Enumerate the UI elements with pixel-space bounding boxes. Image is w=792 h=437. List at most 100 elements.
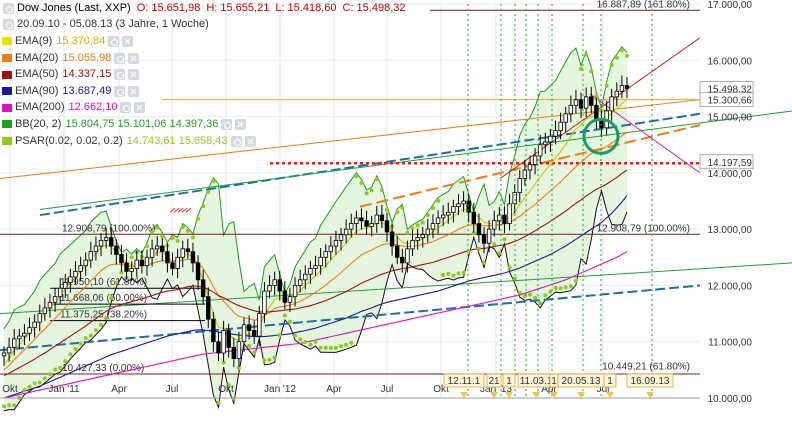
psar-dot [145, 244, 149, 249]
indicator-remove-icon[interactable] [134, 102, 146, 114]
candle-body [343, 228, 349, 236]
psar-dot [83, 336, 88, 341]
candle-body [216, 341, 221, 354]
event-markers[interactable]: 12.11.1 21 1 11.03.11 20.05.13 1 16.09.13 [443, 373, 674, 398]
candle-body [165, 251, 170, 264]
event-marker[interactable]: 21 [486, 373, 502, 398]
candle-body [83, 259, 88, 267]
event-marker-box [443, 373, 485, 388]
psar-dot [507, 265, 512, 270]
indicator-settings-icon[interactable] [108, 35, 120, 47]
candle-body [47, 301, 53, 309]
indicator-row: EMA(20) 15.055,98 [0, 50, 406, 67]
low-value: L: 15.418,60 [275, 1, 337, 14]
indicator-remove-icon[interactable] [244, 135, 256, 147]
candle-body [532, 155, 538, 165]
psar-dot [293, 333, 298, 338]
candle-body [619, 85, 625, 92]
candle-body [578, 99, 584, 109]
settings-icon[interactable] [3, 2, 14, 14]
event-marker[interactable]: 1 [502, 373, 516, 398]
psar-dot [558, 286, 563, 291]
candle-body [389, 231, 395, 247]
indicator-value: 14.743,61 15.658,43 [126, 134, 228, 147]
period-settings-icon[interactable] [3, 19, 14, 31]
candle-body [221, 330, 226, 354]
indicator-swatch [2, 137, 12, 146]
fib-label: 12.908,79 (100.00%) [597, 223, 690, 234]
psar-dot [37, 380, 42, 385]
candle-body [73, 270, 78, 278]
psar-dot [446, 271, 451, 276]
candle-body [17, 335, 22, 340]
psar-dot [410, 226, 415, 231]
event-marker[interactable]: 16.09.13 [626, 373, 674, 398]
psar-dot [53, 367, 58, 372]
candle-body [282, 290, 288, 303]
candle-body [272, 279, 277, 286]
indicator-label: PSAR(0.02, 0.02, 0.2) [15, 134, 123, 147]
psar-dot [594, 94, 599, 99]
psar-dot [226, 383, 231, 388]
indicator-settings-icon[interactable] [221, 118, 233, 130]
indicator-remove-icon[interactable] [128, 69, 140, 81]
candle-body [583, 96, 589, 109]
candle-body [180, 248, 185, 258]
channel-upper-ext [39, 110, 792, 210]
candle-body [52, 296, 58, 303]
indicator-settings-icon[interactable] [114, 85, 126, 97]
event-marker[interactable]: 11.03.1 [517, 373, 555, 398]
candle-body [481, 234, 487, 244]
y-tick-label: 13.000,00 [708, 225, 753, 236]
candle-body [88, 251, 94, 261]
indicator-settings-icon[interactable] [114, 52, 126, 64]
psar-dot [528, 292, 532, 297]
arrow-mark [185, 207, 192, 213]
indicator-settings-icon[interactable] [114, 69, 126, 81]
candle-body [476, 223, 482, 236]
event-marker-arrow [646, 392, 654, 398]
psar-dot [68, 352, 73, 357]
indicator-swatch [2, 120, 12, 129]
candle-body [517, 178, 522, 193]
candle-body [395, 245, 400, 258]
candle-body [624, 85, 630, 89]
indicator-remove-icon[interactable] [235, 118, 247, 130]
event-marker[interactable]: 12.11.1 [443, 373, 485, 398]
candle-body [267, 285, 272, 292]
bollinger-band [3, 46, 628, 412]
psar-dot [236, 366, 241, 370]
candle-body [354, 217, 359, 224]
indicator-remove-icon[interactable] [128, 85, 140, 97]
candle-body [277, 279, 282, 292]
indicator-remove-icon[interactable] [128, 52, 140, 64]
psar-dot [589, 69, 594, 74]
indicator-swatch [2, 37, 12, 46]
indicator-row: EMA(9) 15.370,84 [0, 33, 406, 50]
psar-dot [114, 280, 119, 285]
event-marker[interactable]: 1 [603, 373, 617, 398]
psar-dot [313, 339, 318, 344]
psar-dot [282, 313, 287, 318]
psar-dot [431, 206, 435, 210]
period-label: 20.09.10 - 05.08.13 (3 Jahre, 1 Woche) [17, 18, 209, 31]
indicator-settings-icon[interactable] [120, 102, 132, 114]
event-marker-label: 1 [551, 376, 557, 387]
candle-body [308, 268, 313, 275]
psar-dot [78, 341, 83, 346]
price-candles [1, 75, 630, 368]
indicator-label: EMA(200) [15, 101, 65, 114]
psar-dot [400, 205, 405, 210]
event-marker-label: 1 [607, 376, 613, 387]
candle-body [471, 211, 477, 224]
psar-dot [563, 285, 568, 290]
candle-body [103, 237, 109, 241]
candle-body [405, 248, 410, 264]
indicator-label: EMA(90) [15, 84, 59, 97]
indicator-settings-icon[interactable] [230, 135, 242, 147]
candle-body [32, 321, 37, 329]
candle-body [486, 228, 492, 244]
indicator-remove-icon[interactable] [122, 35, 134, 47]
psar-dot [420, 220, 425, 225]
